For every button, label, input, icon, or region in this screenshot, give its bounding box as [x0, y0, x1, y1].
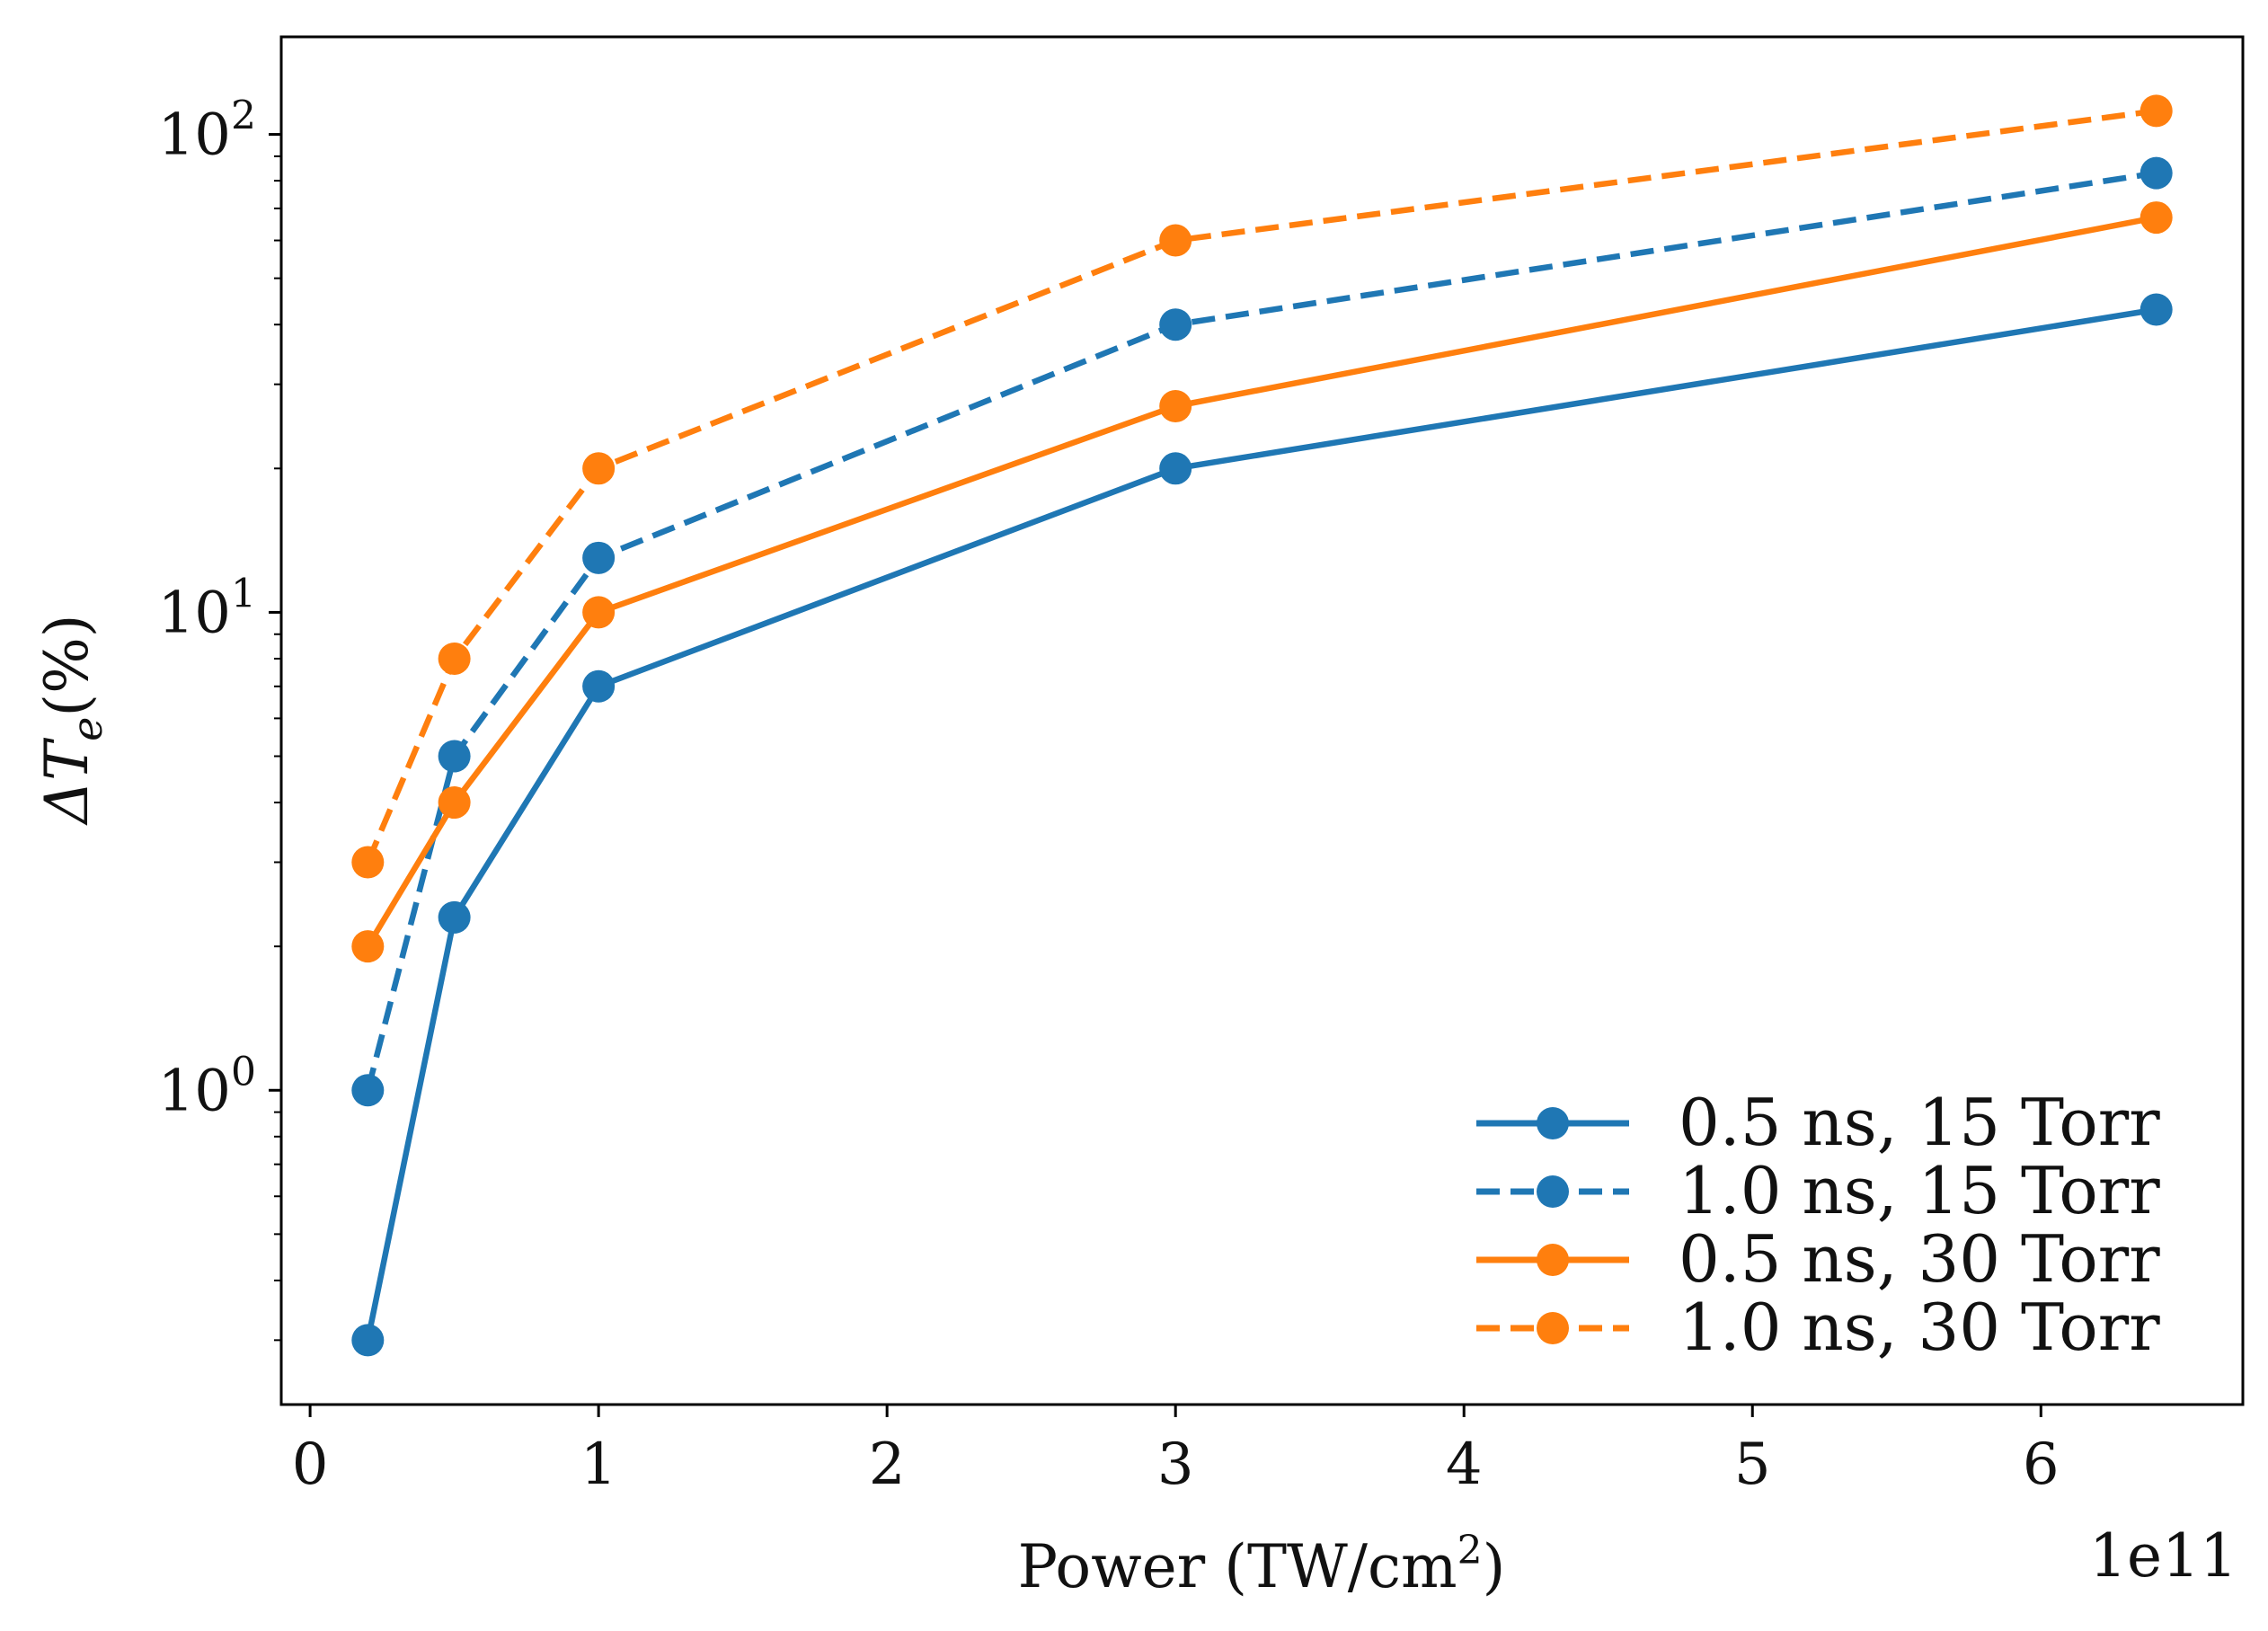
x-tick-label: 1 [580, 1432, 617, 1498]
x-axis-ticks: 0 1 2 3 4 5 6 [292, 1405, 2060, 1498]
plot-frame [279, 35, 2245, 1406]
series-0-point [582, 669, 616, 703]
series-2-point [1159, 389, 1192, 422]
x-tick-label: 0 [292, 1432, 329, 1498]
series-1-point [582, 541, 616, 574]
y-axis-ticks: 100 101 102 [158, 93, 281, 1124]
legend-label-3: 1.0 ns, 30 Torr [1679, 1290, 2160, 1365]
series-2-point [438, 786, 471, 820]
series-1-point [2140, 156, 2173, 190]
y-axis-label: ΔTe(%) [32, 614, 111, 826]
legend-marker-2 [1537, 1244, 1569, 1276]
series-1-point [351, 1074, 385, 1107]
series-3-point [1159, 224, 1192, 257]
x-axis-label: Power (TW/cm2) [1018, 1528, 1506, 1601]
legend-entry-1: 1.0 ns, 15 Torr [1476, 1153, 2160, 1228]
series-0-point [438, 900, 471, 934]
series-0-point [351, 1324, 385, 1357]
series-3-point [2140, 94, 2173, 128]
series-2-point [2140, 201, 2173, 235]
series-1-point [1159, 308, 1192, 341]
x-offset-text: 1e11 [2089, 1521, 2237, 1591]
legend: 0.5 ns, 15 Torr 1.0 ns, 15 Torr 0.5 ns, … [1476, 1085, 2160, 1365]
legend-label-1: 1.0 ns, 15 Torr [1679, 1153, 2160, 1228]
series-2-point [351, 930, 385, 963]
x-tick-label: 4 [1446, 1432, 1483, 1498]
series-1-point [438, 740, 471, 773]
series-0-point [1159, 452, 1192, 485]
series-3-point [351, 846, 385, 879]
series-2-point [582, 596, 616, 629]
x-tick-label: 6 [2023, 1432, 2060, 1498]
legend-entry-2: 0.5 ns, 30 Torr [1476, 1221, 2160, 1297]
x-tick-label: 5 [1734, 1432, 1771, 1498]
y-tick-label: 100 [158, 1049, 256, 1124]
legend-marker-3 [1537, 1312, 1569, 1344]
y-tick-label: 101 [158, 571, 256, 646]
legend-label-2: 0.5 ns, 30 Torr [1679, 1221, 2160, 1297]
legend-marker-0 [1537, 1107, 1569, 1139]
legend-label-0: 0.5 ns, 15 Torr [1679, 1085, 2160, 1160]
x-tick-label: 2 [869, 1432, 906, 1498]
series-3-point [438, 642, 471, 675]
series-3-point [582, 452, 616, 485]
x-tick-label: 3 [1157, 1432, 1194, 1498]
series-0-point [2140, 293, 2173, 326]
legend-entry-0: 0.5 ns, 15 Torr [1476, 1085, 2160, 1160]
y-tick-label: 102 [158, 93, 256, 169]
plot-series [351, 94, 2173, 1357]
legend-marker-1 [1537, 1175, 1569, 1208]
legend-entry-3: 1.0 ns, 30 Torr [1476, 1290, 2160, 1365]
